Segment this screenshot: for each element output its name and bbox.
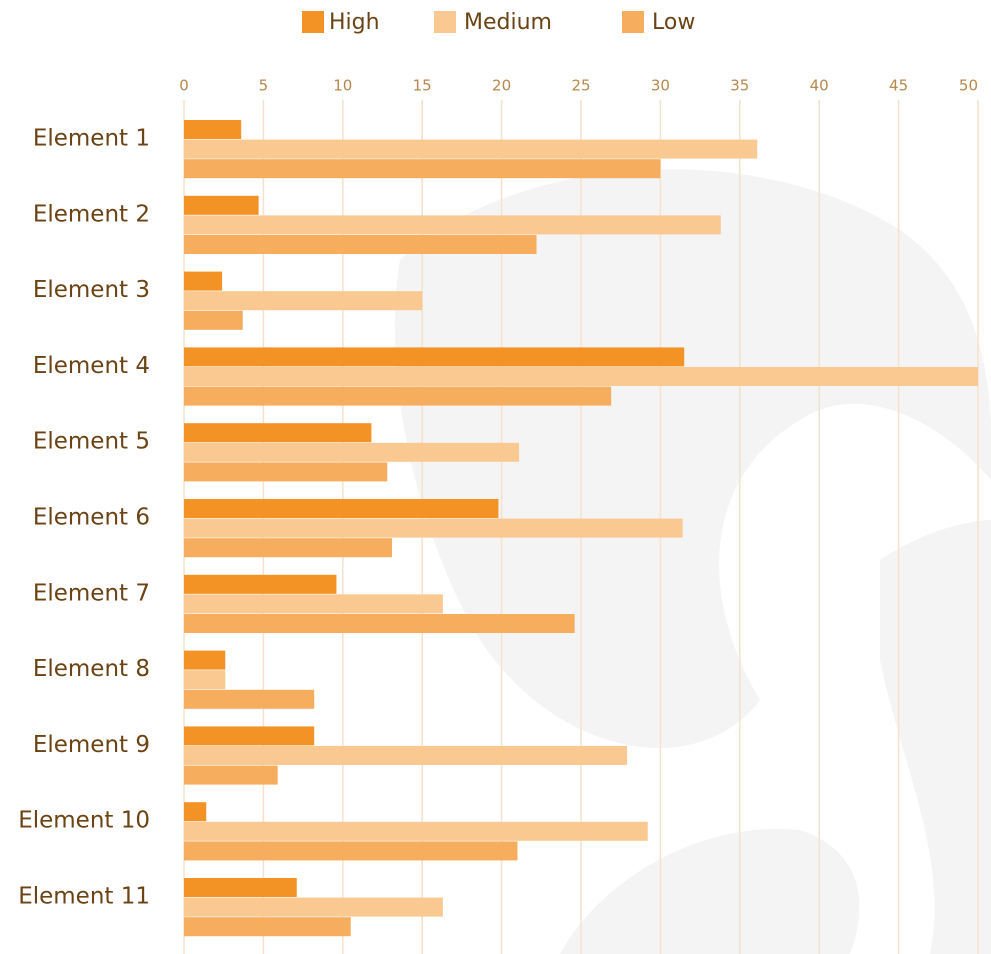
category-label: Element 1	[33, 126, 150, 152]
legend-label: Medium	[464, 10, 552, 35]
bar	[184, 310, 243, 330]
bar	[184, 386, 612, 406]
category-label: Element 4	[33, 353, 150, 379]
bar	[184, 518, 683, 538]
bar	[184, 423, 372, 443]
bar	[184, 726, 315, 746]
category-label: Element 10	[18, 808, 150, 834]
x-tick-label: 0	[179, 77, 189, 95]
category-label: Element 3	[33, 277, 150, 303]
legend: High Medium Low	[302, 10, 695, 35]
bar	[184, 841, 518, 861]
background-decoration	[394, 169, 991, 954]
legend-label: Low	[652, 10, 695, 35]
x-tick-label: 45	[889, 77, 908, 95]
labels: 0 5 10 15 20 25 30 35 40 45 50 Element 1 Element 2 El…	[18, 77, 978, 910]
legend-swatch	[434, 11, 456, 33]
bar	[184, 195, 259, 215]
category-label: Element 8	[33, 656, 150, 682]
bar	[184, 594, 443, 614]
bar	[184, 821, 648, 841]
bar	[184, 139, 758, 159]
bar	[184, 538, 393, 558]
x-tick-label: 10	[333, 77, 352, 95]
bar	[184, 574, 337, 594]
legend-swatch	[302, 11, 324, 33]
bar	[184, 689, 315, 709]
bar	[184, 650, 226, 670]
bar	[184, 347, 685, 367]
x-tick-label: 20	[492, 77, 511, 95]
bar	[184, 746, 628, 765]
bar	[184, 291, 423, 311]
bar	[184, 917, 351, 937]
category-label: Element 11	[18, 884, 150, 910]
bar	[184, 120, 242, 139]
bar	[184, 878, 297, 897]
bar	[184, 614, 575, 633]
category-label: Element 9	[33, 732, 150, 758]
legend-label: High	[329, 10, 380, 35]
bar	[184, 765, 278, 785]
x-tick-label: 25	[571, 77, 590, 95]
x-tick-label: 35	[730, 77, 749, 95]
category-label: Element 7	[33, 580, 150, 606]
bar	[184, 670, 226, 690]
x-tick-label: 5	[259, 77, 269, 95]
category-label: Element 2	[33, 201, 150, 227]
x-tick-label: 30	[651, 77, 670, 95]
bars	[184, 120, 978, 937]
bar	[184, 271, 223, 291]
bar	[184, 159, 661, 179]
legend-swatch	[622, 11, 644, 33]
x-tick-label: 40	[810, 77, 829, 95]
bar	[184, 215, 721, 235]
bar	[184, 442, 520, 462]
x-tick-label: 50	[959, 77, 978, 95]
bar	[184, 499, 499, 518]
bar	[184, 235, 537, 254]
bar	[184, 462, 388, 482]
bar	[184, 367, 978, 386]
bar	[184, 897, 443, 917]
category-label: Element 6	[33, 505, 150, 531]
category-label: Element 5	[33, 429, 150, 455]
x-tick-label: 15	[413, 77, 432, 95]
bar	[184, 802, 207, 822]
